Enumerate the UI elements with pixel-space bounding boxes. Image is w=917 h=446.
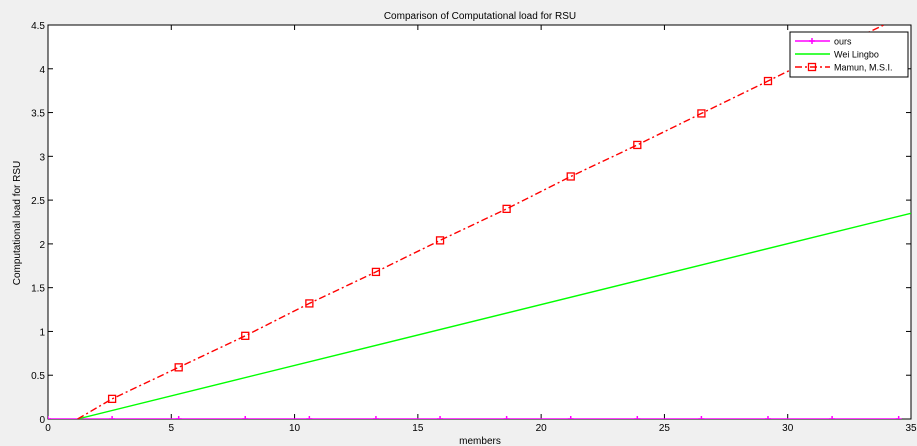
data-point [306,416,313,419]
data-point [371,267,381,277]
data-point [566,172,575,181]
legend-label: Mamun, M.S.I. [834,63,893,73]
data-point [502,204,511,214]
legend-marker [807,62,817,72]
data-point [305,299,314,308]
data-point [633,140,642,150]
y-axis-label: Computational load for RSU [12,161,23,286]
y-tick-label: 0.5 [31,371,45,382]
y-tick-label: 2.5 [31,196,45,207]
data-point [174,363,183,372]
data-point [634,416,641,419]
x-tick-label: 0 [45,423,51,434]
data-point [567,416,574,419]
data-point [107,394,117,404]
y-tick-label: 0 [39,415,45,426]
y-tick-label: 2 [39,240,45,251]
data-point [435,236,445,245]
x-tick-label: 25 [659,423,671,434]
y-tick-label: 1 [39,327,45,338]
y-tick-label: 1.5 [31,284,45,295]
data-point [242,416,249,419]
legend-label: Wei Lingbo [834,50,879,60]
data-point [241,331,250,340]
data-point [764,416,771,419]
data-point [109,416,116,419]
data-point [503,416,510,419]
x-axis-label: members [459,436,501,446]
axis-ticks: 0 5 10 15 20 25 30 35 0 0.5 1 1.5 2 2.5 3 3.5 4 4.5 [31,21,917,434]
legend: ours Wei Lingbo Mamun, M.S.I. [789,31,909,78]
series-1 [77,212,911,419]
y-tick-label: 4 [39,65,45,76]
series-line [77,212,911,419]
data-point [372,416,379,419]
series-layer [48,25,911,419]
series-line [77,25,886,419]
series-0 [48,416,902,419]
y-tick-label: 3.5 [31,109,45,120]
data-point [763,76,773,86]
y-tick-label: 4.5 [31,21,45,32]
y-tick-label: 3 [39,152,45,163]
data-point [829,416,836,419]
data-point [175,416,182,419]
legend-label: ours [834,37,852,47]
legend-marker [809,38,815,44]
plot-area [47,24,912,420]
data-point [437,416,444,419]
x-tick-label: 5 [169,423,175,434]
x-tick-label: 15 [412,423,424,434]
x-tick-label: 30 [782,423,794,434]
series-2 [77,25,886,419]
chart-title: Comparison of Computational load for RSU [384,11,576,22]
data-point [698,416,705,419]
x-tick-label: 10 [289,423,301,434]
x-tick-label: 35 [905,423,917,434]
x-tick-label: 20 [536,423,548,434]
data-point [697,109,706,118]
data-point [895,416,902,419]
